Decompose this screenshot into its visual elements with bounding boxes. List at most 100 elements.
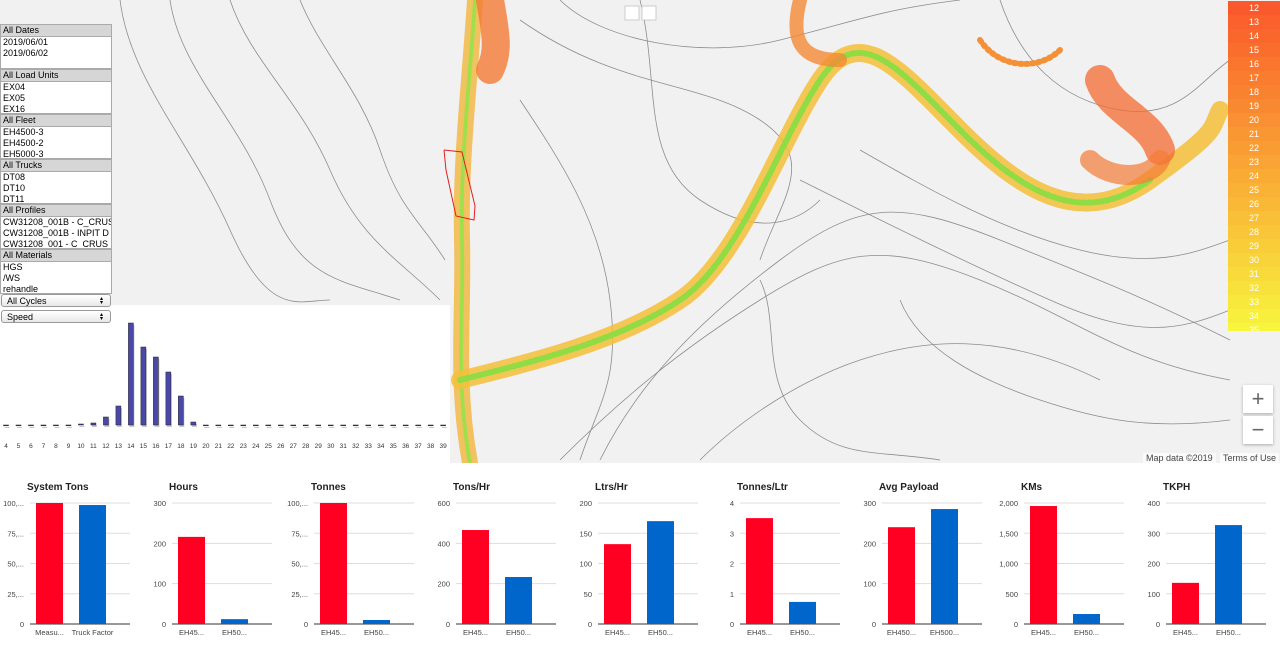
- filter-item[interactable]: DT11: [3, 194, 25, 204]
- map-attribution: Map data ©2019: [1143, 453, 1216, 463]
- histogram-bar: [90, 422, 97, 426]
- filter-header[interactable]: All Materials: [1, 250, 111, 262]
- x-tick-label: 38: [427, 443, 435, 450]
- y-tick-label: 50: [584, 590, 592, 599]
- x-tick-label: EH45...: [747, 628, 772, 637]
- filter-header[interactable]: All Fleet: [1, 115, 111, 127]
- histogram-bar: [415, 424, 421, 427]
- legend-item: 24: [1228, 169, 1280, 183]
- x-tick-label: 16: [152, 443, 160, 450]
- filter-item[interactable]: HGS: [3, 262, 23, 272]
- pan-tool[interactable]: [624, 5, 640, 21]
- zoom-in[interactable]: +: [1243, 385, 1273, 413]
- x-tick-label: EH45...: [321, 628, 346, 637]
- filter-header[interactable]: All Trucks: [1, 160, 111, 172]
- x-tick-label: EH50...: [506, 628, 531, 637]
- filter-item[interactable]: EH5000-3: [3, 149, 44, 159]
- histogram-bar: [53, 424, 59, 427]
- histogram-bar: [278, 424, 284, 427]
- filter-item[interactable]: 2019/06/02: [3, 48, 49, 58]
- bar-shadow: [291, 427, 297, 428]
- bar-shadow: [304, 427, 310, 428]
- bar-shadow: [79, 426, 85, 427]
- filter-item[interactable]: EX04: [3, 82, 26, 92]
- bar: [462, 530, 489, 624]
- bar-shadow: [354, 427, 360, 428]
- bar-shadow: [54, 427, 60, 428]
- bar-shadow: [404, 427, 410, 428]
- legend-item: 23: [1228, 155, 1280, 169]
- y-tick-label: 2: [730, 560, 734, 569]
- filter-item[interactable]: CW31208_001B - INPIT D: [3, 228, 109, 238]
- filter-group: All Load Units EX04 EX05 EX16: [0, 69, 112, 114]
- legend-item: 22: [1228, 141, 1280, 155]
- filter-item[interactable]: CW31208_001 - C_CRUS: [3, 239, 109, 249]
- x-tick-label: 28: [302, 443, 310, 450]
- x-tick-label: 5: [17, 443, 21, 450]
- bar-shadow: [4, 427, 10, 428]
- bar: [320, 503, 347, 624]
- filter-item[interactable]: CW31208_001B - C_CRUS: [3, 217, 111, 227]
- y-tick-label: 25,...: [7, 590, 24, 599]
- filter-item[interactable]: 2019/06/01: [3, 37, 49, 47]
- x-tick-label: 9: [67, 443, 71, 450]
- y-tick-label: 300: [153, 499, 166, 508]
- cycles-select[interactable]: All Cycles: [1, 294, 111, 307]
- histogram-bar: [303, 424, 309, 427]
- metric-select[interactable]: Speed: [1, 310, 111, 323]
- legend-item: 28: [1228, 225, 1280, 239]
- x-tick-label: EH50...: [1074, 628, 1099, 637]
- filter-item[interactable]: EH4500-2: [3, 138, 44, 148]
- filter-header[interactable]: All Load Units: [1, 70, 111, 82]
- bar-shadow: [416, 427, 422, 428]
- bar: [363, 620, 390, 624]
- filter-header[interactable]: All Profiles: [1, 205, 111, 217]
- filter-item[interactable]: /WS: [3, 273, 20, 283]
- selection-polygon[interactable]: [443, 149, 476, 221]
- histogram-bar: [128, 322, 134, 426]
- histogram-bar: [390, 424, 396, 427]
- filter-item[interactable]: rehandle: [3, 284, 39, 294]
- terms-link[interactable]: Terms of Use: [1220, 453, 1280, 463]
- charts-panel: [0, 463, 1280, 660]
- filter-item[interactable]: DT08: [3, 172, 26, 182]
- x-tick-label: 23: [240, 443, 248, 450]
- filter-item[interactable]: EH4500-3: [3, 127, 44, 137]
- y-tick-label: 200: [1147, 560, 1160, 569]
- legend-item: 16: [1228, 57, 1280, 71]
- legend-item: 35: [1228, 323, 1280, 331]
- filter-item[interactable]: EX05: [3, 93, 26, 103]
- bar: [1215, 525, 1242, 624]
- x-tick-label: 22: [227, 443, 235, 450]
- filter-item[interactable]: DT10: [3, 183, 26, 193]
- bar-shadow: [66, 427, 72, 428]
- x-tick-label: 29: [315, 443, 323, 450]
- y-tick-label: 100,...: [287, 499, 308, 508]
- legend-item: 18: [1228, 85, 1280, 99]
- histogram-bar: [340, 424, 346, 427]
- filter-item[interactable]: EX16: [3, 104, 26, 114]
- zoom-out[interactable]: −: [1243, 416, 1273, 444]
- y-tick-label: 300: [863, 499, 876, 508]
- histogram-bar: [15, 424, 22, 427]
- bar: [36, 503, 63, 624]
- y-tick-label: 50,...: [291, 560, 308, 569]
- x-tick-label: 27: [290, 443, 298, 450]
- bar-shadow: [16, 427, 22, 428]
- y-tick-label: 400: [437, 539, 450, 548]
- histogram-bar: [265, 424, 272, 427]
- legend-item: 12: [1228, 1, 1280, 15]
- y-tick-label: 75,...: [7, 529, 24, 538]
- y-tick-label: 25,...: [291, 590, 308, 599]
- filter-header[interactable]: All Dates: [1, 25, 111, 37]
- y-tick-label: 200: [863, 539, 876, 548]
- y-tick-label: 1,500: [999, 529, 1018, 538]
- y-tick-label: 0: [162, 620, 166, 629]
- x-tick-label: 12: [102, 443, 110, 450]
- bar-shadow: [429, 427, 435, 428]
- bar-shadow: [204, 427, 210, 428]
- bar: [1172, 582, 1199, 624]
- y-tick-label: 200: [437, 580, 450, 589]
- draw-tool[interactable]: [641, 5, 657, 21]
